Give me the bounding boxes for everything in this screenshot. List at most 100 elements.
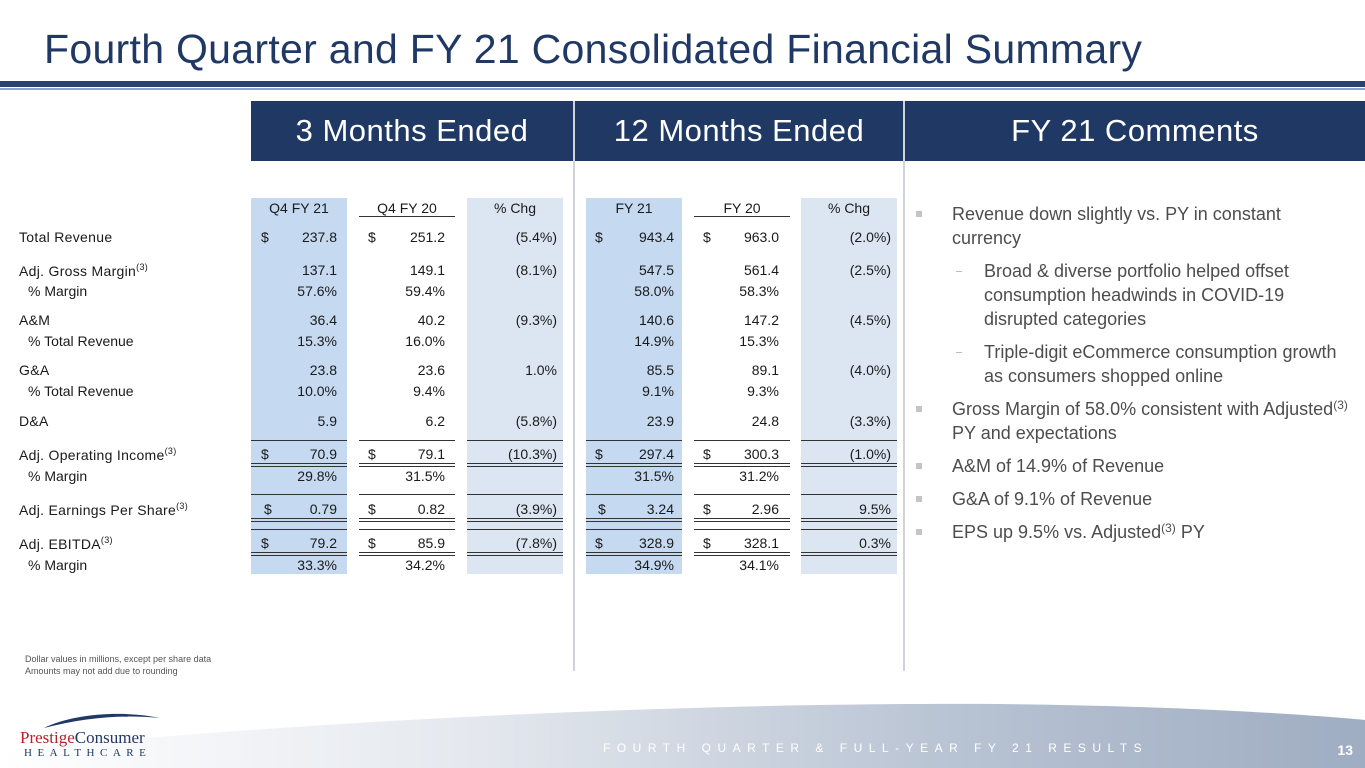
title-rule [0,81,1365,87]
col-header-fy21: FY 21 [615,200,653,216]
rule [251,555,347,556]
rule [694,463,790,464]
rule [586,552,682,553]
cell-fy20: 24.8 [751,413,779,429]
cell-q4fy20: 79.1 [417,446,445,462]
header-comments: FY 21 Comments [905,101,1365,161]
separator-right [903,101,905,671]
dollar-sign: $ [703,446,711,462]
cell-q4fy20: 31.5% [405,468,445,484]
cell-q4fy20: 59.4% [405,283,445,299]
cell-pchg-q: (9.3%) [515,312,557,328]
cell-pchg-q: (5.4%) [515,229,557,245]
dollar-sign: $ [595,446,603,462]
cell-pchg-q: (3.9%) [515,501,557,517]
cell-q4fy21: 0.79 [309,501,337,517]
cell-fy21: 85.5 [646,362,674,378]
title-rule-thin [0,88,1365,90]
cell-q4fy20: 23.6 [417,362,445,378]
rule [467,555,563,556]
rule [359,494,455,495]
dollar-sign: $ [703,501,711,517]
rule [801,529,897,530]
rule [251,440,347,441]
cell-q4fy21: 79.2 [309,535,337,551]
rule [586,529,682,530]
cell-fy21: 34.9% [634,557,674,573]
row-label-margin: % Margin [28,283,88,299]
rule [251,466,347,467]
cell-q4fy20: 16.0% [405,333,445,349]
cell-pchg-y: (2.0%) [849,229,891,245]
comment-bullet: Revenue down slightly vs. PY in constant… [914,202,1354,250]
cell-fy20: 31.2% [739,468,779,484]
cell-q4fy21: 33.3% [297,557,337,573]
row-label-margin: % Margin [28,557,88,573]
rule [694,529,790,530]
rule [251,521,347,522]
comments-panel: Revenue down slightly vs. PY in constant… [914,202,1354,553]
square-bullet-icon [916,406,922,412]
page-number: 13 [1337,742,1353,758]
cell-fy21: 23.9 [646,413,674,429]
cell-fy21: 140.6 [638,312,674,328]
rule [694,555,790,556]
rule [251,552,347,553]
rule [467,529,563,530]
rule [467,440,563,441]
cell-fy21: 3.24 [646,501,674,517]
rule [359,440,455,441]
cell-q4fy21: 57.6% [297,283,337,299]
rule [586,555,682,556]
row-label-adj-gross-margin: Adj. Gross Margin(3) [19,262,149,279]
dollar-sign: $ [261,229,269,245]
square-bullet-icon [916,529,922,535]
rule [467,521,563,522]
logo-swoosh-icon [44,713,160,728]
row-label-pct-total-revenue: % Total Revenue [28,383,134,399]
row-label-margin: % Margin [28,468,88,484]
rule [694,518,790,519]
footnote-ref: (3) [176,501,188,511]
comment-bullet: A&M of 14.9% of Revenue [914,454,1354,478]
row-label-adj-eps: Adj. Earnings Per Share(3) [19,501,188,518]
rule [801,521,897,522]
comment-sub-bullet: Broad & diverse portfolio helped offset … [914,259,1354,331]
page-title: Fourth Quarter and FY 21 Consolidated Fi… [44,26,1143,72]
rule [586,440,682,441]
cell-q4fy20: 85.9 [417,535,445,551]
cell-pchg-y: 0.3% [859,535,891,551]
rule [586,494,682,495]
rule [694,552,790,553]
rule [586,466,682,467]
dollar-sign: $ [264,501,272,517]
header-3-months: 3 Months Ended [251,101,573,161]
rule [251,518,347,519]
dash-bullet-icon [956,352,962,353]
square-bullet-icon [916,496,922,502]
cell-fy21: 14.9% [634,333,674,349]
cell-fy21: 328.9 [638,535,674,551]
cell-fy20: 147.2 [743,312,779,328]
cell-q4fy21: 70.9 [309,446,337,462]
cell-fy20: 89.1 [751,362,779,378]
col-header-underline [359,216,455,217]
col-header-q4fy20: Q4 FY 20 [377,200,437,216]
cell-pchg-q: 1.0% [525,362,557,378]
rule [251,494,347,495]
rule [694,521,790,522]
row-label-adj-operating-income: Adj. Operating Income(3) [19,446,177,463]
rule [694,466,790,467]
dollar-sign: $ [368,501,376,517]
dollar-sign: $ [595,229,603,245]
shade-pchg-q [467,198,563,574]
footnote-line: Dollar values in millions, except per sh… [25,654,212,664]
logo-wordmark: PrestigeConsumer [20,728,145,747]
rule [467,466,563,467]
row-label-pct-total-revenue: % Total Revenue [28,333,134,349]
cell-fy20: 963.0 [743,229,779,245]
rule [251,463,347,464]
cell-fy20: 328.1 [743,535,779,551]
dollar-sign: $ [595,535,603,551]
company-logo: PrestigeConsumer HEALTHCARE [20,712,170,760]
